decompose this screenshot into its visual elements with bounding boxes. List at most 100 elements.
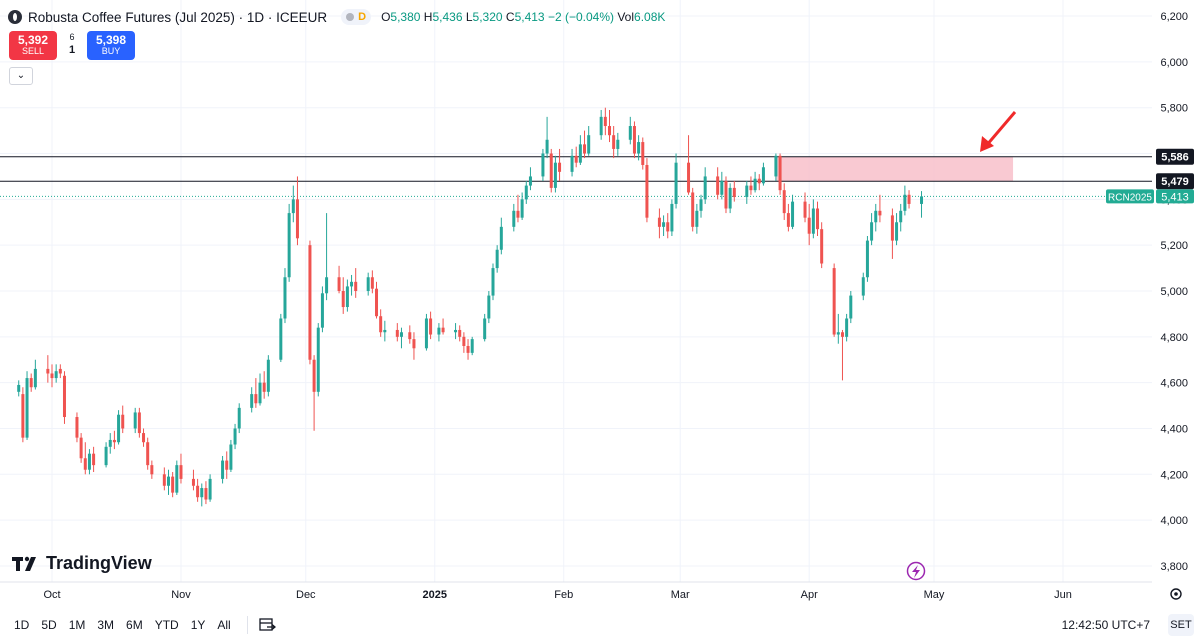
candle[interactable] bbox=[861, 272, 865, 301]
candle[interactable] bbox=[25, 371, 29, 440]
candle[interactable] bbox=[491, 263, 495, 301]
candle[interactable] bbox=[558, 148, 562, 182]
range-button-3m[interactable]: 3M bbox=[97, 618, 115, 632]
candle[interactable] bbox=[204, 481, 208, 505]
candle[interactable] bbox=[50, 364, 54, 388]
candle[interactable] bbox=[196, 478, 200, 502]
candle[interactable] bbox=[549, 148, 553, 193]
range-button-1m[interactable]: 1M bbox=[68, 618, 86, 632]
range-button-6m[interactable]: 6M bbox=[126, 618, 143, 632]
candle[interactable] bbox=[791, 194, 795, 230]
candle[interactable] bbox=[112, 430, 116, 450]
candle[interactable] bbox=[466, 339, 470, 360]
candle[interactable] bbox=[603, 107, 607, 136]
candle[interactable] bbox=[146, 437, 150, 470]
candle[interactable] bbox=[295, 176, 299, 246]
candle[interactable] bbox=[920, 191, 924, 218]
candle[interactable] bbox=[437, 323, 441, 342]
session-button[interactable]: SET bbox=[1168, 614, 1194, 636]
candle[interactable] bbox=[637, 135, 641, 161]
candle[interactable] bbox=[221, 455, 225, 484]
candle[interactable] bbox=[487, 291, 491, 324]
candle[interactable] bbox=[716, 167, 720, 200]
candle[interactable] bbox=[616, 132, 620, 156]
candle[interactable] bbox=[612, 126, 616, 159]
candle[interactable] bbox=[807, 203, 811, 246]
candle[interactable] bbox=[441, 318, 445, 335]
candle[interactable] bbox=[458, 325, 462, 342]
candle[interactable] bbox=[237, 403, 241, 434]
candle[interactable] bbox=[583, 130, 587, 159]
candle[interactable] bbox=[92, 446, 96, 473]
candle[interactable] bbox=[171, 472, 175, 498]
candle[interactable] bbox=[454, 323, 458, 340]
candle[interactable] bbox=[341, 277, 345, 314]
candle[interactable] bbox=[599, 109, 603, 140]
candle[interactable] bbox=[345, 279, 349, 312]
candle[interactable] bbox=[720, 171, 724, 200]
candle[interactable] bbox=[429, 311, 433, 340]
candle[interactable] bbox=[150, 460, 154, 479]
candle[interactable] bbox=[250, 387, 254, 413]
candle[interactable] bbox=[845, 313, 849, 342]
candle[interactable] bbox=[786, 203, 790, 232]
candle[interactable] bbox=[865, 236, 869, 282]
candle[interactable] bbox=[370, 270, 374, 294]
range-button-5d[interactable]: 5D bbox=[41, 618, 57, 632]
range-button-ytd[interactable]: YTD bbox=[154, 618, 179, 632]
candle[interactable] bbox=[399, 327, 403, 349]
candle[interactable] bbox=[133, 407, 137, 434]
clock[interactable]: 12:42:50 UTC+7 bbox=[1061, 618, 1150, 632]
lightning-news-icon[interactable] bbox=[906, 561, 926, 581]
candle[interactable] bbox=[724, 176, 728, 214]
candle[interactable] bbox=[874, 203, 878, 232]
candle[interactable] bbox=[553, 155, 557, 193]
gear-icon[interactable] bbox=[1170, 588, 1182, 600]
candle[interactable] bbox=[375, 281, 379, 319]
candle[interactable] bbox=[570, 148, 574, 177]
candle[interactable] bbox=[657, 208, 661, 239]
range-button-1d[interactable]: 1D bbox=[14, 618, 30, 632]
candle[interactable] bbox=[545, 116, 549, 159]
annotation-arrow[interactable] bbox=[980, 111, 1017, 152]
candle[interactable] bbox=[803, 192, 807, 223]
candle[interactable] bbox=[520, 192, 524, 220]
candle[interactable] bbox=[262, 371, 266, 399]
candle[interactable] bbox=[312, 355, 316, 431]
candle[interactable] bbox=[408, 325, 412, 344]
candle[interactable] bbox=[695, 203, 699, 234]
candle[interactable] bbox=[499, 217, 503, 255]
candle[interactable] bbox=[395, 323, 399, 342]
candle[interactable] bbox=[483, 313, 487, 342]
candle[interactable] bbox=[287, 203, 291, 282]
range-button-all[interactable]: All bbox=[217, 618, 231, 632]
candle[interactable] bbox=[753, 171, 757, 193]
candle[interactable] bbox=[641, 137, 645, 170]
candle[interactable] bbox=[350, 274, 354, 296]
candle[interactable] bbox=[745, 181, 749, 204]
candle[interactable] bbox=[225, 451, 229, 479]
candle[interactable] bbox=[29, 373, 33, 392]
candle[interactable] bbox=[104, 442, 108, 468]
candle[interactable] bbox=[325, 213, 329, 301]
candle[interactable] bbox=[849, 291, 853, 324]
candle[interactable] bbox=[836, 313, 840, 344]
candle[interactable] bbox=[587, 126, 591, 156]
candle[interactable] bbox=[699, 194, 703, 218]
candle[interactable] bbox=[17, 380, 21, 397]
candle[interactable] bbox=[890, 208, 894, 259]
candle[interactable] bbox=[691, 187, 695, 232]
candle[interactable] bbox=[495, 245, 499, 273]
candle[interactable] bbox=[62, 371, 66, 424]
candle[interactable] bbox=[820, 222, 824, 269]
candle[interactable] bbox=[191, 469, 195, 491]
candle[interactable] bbox=[291, 185, 295, 223]
candle[interactable] bbox=[761, 162, 765, 186]
buy-button[interactable]: 5,398 BUY bbox=[87, 31, 135, 60]
candle[interactable] bbox=[674, 153, 678, 209]
candle[interactable] bbox=[516, 194, 520, 223]
candle[interactable] bbox=[46, 355, 50, 383]
candle[interactable] bbox=[208, 474, 212, 502]
candle[interactable] bbox=[462, 332, 466, 353]
candle[interactable] bbox=[645, 158, 649, 223]
